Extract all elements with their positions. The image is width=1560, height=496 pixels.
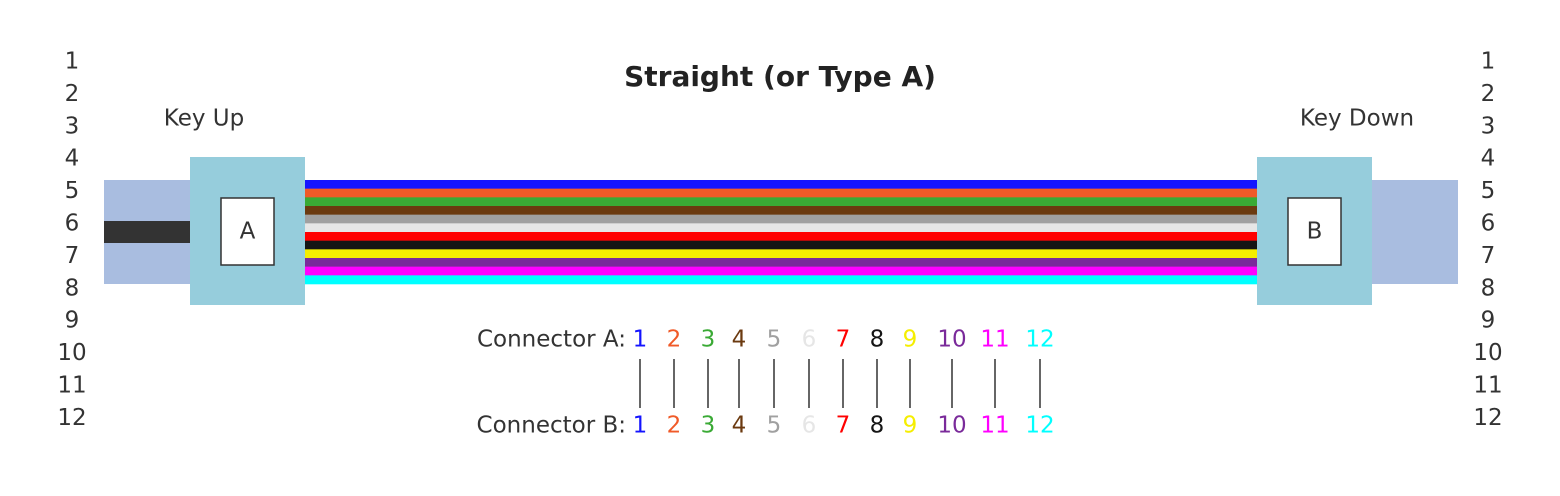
- fiber-stripe: [305, 266, 1257, 276]
- connector-b-number: 5: [767, 413, 782, 439]
- pin-number-right: 11: [1473, 373, 1502, 399]
- connector-a-number: 7: [836, 327, 851, 353]
- connector-a-number: 5: [767, 327, 782, 353]
- connector-a-label: Connector A:: [477, 327, 626, 353]
- title: Straight (or Type A): [624, 60, 936, 93]
- connector-b-number: 12: [1025, 413, 1054, 439]
- fiber-stripe: [305, 223, 1257, 233]
- connector-a-number: 10: [937, 327, 966, 353]
- connector-a-number: 11: [980, 327, 1009, 353]
- pin-number-right: 1: [1481, 49, 1496, 75]
- pin-number-left: 5: [65, 178, 80, 204]
- pin-number-left: 1: [65, 49, 80, 75]
- fiber-stripe: [305, 180, 1257, 189]
- connector-b-number: 6: [802, 413, 817, 439]
- fiber-stripe: [305, 240, 1257, 250]
- pin-number-right: 6: [1481, 211, 1496, 237]
- pin-number-right: 2: [1481, 81, 1496, 107]
- connector-b-number: 7: [836, 413, 851, 439]
- pin-number-right: 3: [1481, 113, 1496, 139]
- pin-number-left: 7: [65, 243, 80, 269]
- connector-b-number: 8: [870, 413, 885, 439]
- pin-number-right: 4: [1481, 146, 1496, 172]
- fiber-stripe: [305, 275, 1257, 285]
- connector-b-number: 2: [667, 413, 682, 439]
- connector-b-number: 10: [937, 413, 966, 439]
- pin-number-left: 10: [57, 340, 86, 366]
- left-key-bar: [104, 221, 190, 243]
- left-connector-label: A: [240, 219, 256, 245]
- pin-number-left: 9: [65, 308, 80, 334]
- fiber-stripe: [305, 258, 1257, 267]
- fiber-stripe: [305, 188, 1257, 198]
- pin-number-right: 7: [1481, 243, 1496, 269]
- key-up: Key Up: [164, 106, 244, 132]
- connector-b-number: 11: [980, 413, 1009, 439]
- pin-number-right: 12: [1473, 405, 1502, 431]
- connector-b-label: Connector B:: [477, 413, 626, 439]
- connector-b-number: 1: [633, 413, 648, 439]
- pin-number-left: 3: [65, 113, 80, 139]
- pin-number-right: 10: [1473, 340, 1502, 366]
- connector-a-number: 6: [802, 327, 817, 353]
- pin-number-right: 5: [1481, 178, 1496, 204]
- connector-b-number: 4: [732, 413, 747, 439]
- connector-a-number: 12: [1025, 327, 1054, 353]
- connector-b-number: 9: [903, 413, 918, 439]
- right-connector-box: [1287, 197, 1342, 266]
- connector-a-number: 1: [633, 327, 648, 353]
- pin-number-left: 6: [65, 211, 80, 237]
- left-connector-box: [220, 197, 275, 266]
- fiber-stripe: [305, 206, 1257, 215]
- fiber-stripe: [305, 197, 1257, 207]
- pin-number-left: 12: [57, 405, 86, 431]
- pin-number-left: 2: [65, 81, 80, 107]
- pin-number-left: 11: [57, 373, 86, 399]
- key-down: Key Down: [1300, 106, 1414, 132]
- fiber-stripe: [305, 214, 1257, 224]
- connector-a-number: 2: [667, 327, 682, 353]
- pin-number-left: 8: [65, 275, 80, 301]
- pin-number-right: 8: [1481, 275, 1496, 301]
- pin-number-left: 4: [65, 146, 80, 172]
- connector-a-number: 8: [870, 327, 885, 353]
- connector-a-number: 3: [701, 327, 716, 353]
- fiber-stripe: [305, 232, 1257, 241]
- fiber-stripe: [305, 249, 1257, 259]
- connector-b-number: 3: [701, 413, 716, 439]
- connector-a-number: 4: [732, 327, 747, 353]
- right-connector-label: B: [1307, 219, 1323, 245]
- pin-number-right: 9: [1481, 308, 1496, 334]
- right-plug: [1372, 180, 1458, 284]
- connector-a-number: 9: [903, 327, 918, 353]
